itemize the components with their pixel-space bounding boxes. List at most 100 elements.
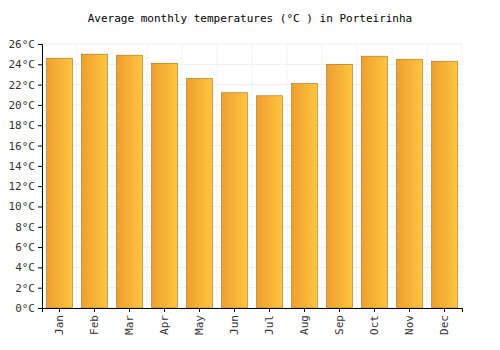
x-tick: Aug [298, 308, 311, 335]
x-tick-mark [304, 308, 305, 312]
bar [47, 58, 73, 308]
x-tick-mark [129, 308, 130, 312]
bar [222, 93, 248, 308]
grid-line-vertical [77, 44, 78, 308]
bar [397, 59, 423, 308]
bar [292, 84, 318, 308]
x-tick-mark [164, 308, 165, 312]
x-tick-mark [199, 308, 200, 312]
grid-line-vertical [217, 44, 218, 308]
x-tick-label: May [193, 315, 206, 335]
y-tick: 26°C [9, 38, 43, 51]
x-tick: Mar [123, 308, 136, 335]
y-tick-mark [38, 288, 42, 289]
y-tick: 14°C [9, 160, 43, 173]
y-tick-mark [38, 85, 42, 86]
x-tick-mark [339, 308, 340, 312]
grid-line-vertical [427, 44, 428, 308]
x-tick-label: Aug [298, 315, 311, 335]
x-tick: Apr [158, 308, 171, 335]
x-tick-mark [269, 308, 270, 312]
y-tick: 20°C [9, 99, 43, 112]
grid-line-vertical [252, 44, 253, 308]
grid-line-vertical [287, 44, 288, 308]
bars [47, 54, 458, 308]
x-tick-label: Dec [438, 315, 451, 335]
x-tick-mark [444, 308, 445, 312]
x-tick-mark [374, 308, 375, 312]
grid-line-vertical [182, 44, 183, 308]
y-tick-mark [38, 206, 42, 207]
x-tick: Nov [403, 308, 416, 335]
y-tick-mark [38, 64, 42, 65]
grid-line-vertical [462, 44, 463, 308]
y-axis-line [38, 45, 43, 309]
x-axis: Jan Feb Mar Apr May Jun Jul Aug Sep Oct Nov Dec [43, 308, 463, 335]
grid [42, 44, 462, 308]
y-tick: 16°C [9, 140, 43, 153]
x-tick-label: Oct [368, 315, 381, 335]
plot: 0°C 2°C 4°C 6°C 8°C 10°C 12°C 14°C 16°C 18°C 20°C 2… [9, 38, 463, 335]
y-tick: 10°C [9, 200, 43, 213]
y-tick: 22°C [9, 79, 43, 92]
bar [257, 96, 283, 308]
y-tick-mark [38, 44, 42, 45]
x-tick-label: Jan [53, 315, 66, 335]
x-tick-mark [94, 308, 95, 312]
y-tick: 2°C [15, 282, 42, 295]
y-tick-mark [38, 146, 42, 147]
y-tick-mark [38, 125, 42, 126]
chart: 0°C 2°C 4°C 6°C 8°C 10°C 12°C 14°C 16°C 18°C 20°C 2… [0, 0, 500, 350]
y-tick: 8°C [15, 221, 42, 234]
y-tick-mark [38, 308, 42, 309]
y-tick-label: 18°C [9, 119, 36, 132]
y-tick-mark [38, 247, 42, 248]
y-tick: 6°C [15, 241, 42, 254]
x-tick: Dec [438, 308, 451, 335]
y-tick: 18°C [9, 119, 43, 132]
x-tick-label: Apr [158, 315, 171, 335]
x-tick-mark [59, 308, 60, 312]
bar [362, 56, 388, 308]
x-tick: Sep [333, 308, 346, 335]
y-tick-label: 26°C [9, 38, 36, 51]
x-tick: Jun [228, 308, 241, 335]
x-tick-label: Jun [228, 315, 241, 335]
grid-line-vertical [392, 44, 393, 308]
x-tick-label: Nov [403, 315, 416, 335]
bar [327, 64, 353, 308]
y-tick-label: 8°C [15, 221, 35, 234]
x-tick-label: Jul [263, 315, 276, 335]
x-tick: Feb [88, 308, 101, 335]
bar [187, 79, 213, 308]
x-tick: May [193, 308, 206, 335]
y-tick-label: 2°C [15, 282, 35, 295]
y-tick: 12°C [9, 180, 43, 193]
y-tick-label: 24°C [9, 58, 36, 71]
y-tick-label: 0°C [15, 302, 35, 315]
y-tick-label: 14°C [9, 160, 36, 173]
y-tick-mark [38, 186, 42, 187]
title: Average monthly temperatures (°C ) in Po… [88, 12, 413, 25]
y-tick-label: 6°C [15, 241, 35, 254]
x-tick-label: Mar [123, 315, 136, 335]
y-tick-mark [38, 267, 42, 268]
y-tick-label: 4°C [15, 261, 35, 274]
grid-line-vertical [147, 44, 148, 308]
x-axis-line [43, 309, 463, 313]
grid-line-vertical [357, 44, 358, 308]
bar [152, 63, 178, 308]
bar [117, 55, 143, 308]
y-tick-label: 22°C [9, 79, 36, 92]
y-tick-label: 20°C [9, 99, 36, 112]
grid-line-vertical [112, 44, 113, 308]
y-tick: 24°C [9, 58, 43, 71]
x-tick-label: Sep [333, 315, 346, 335]
y-tick: 0°C [15, 302, 42, 315]
x-tick: Oct [368, 308, 381, 335]
y-tick-mark [38, 105, 42, 106]
x-tick-mark [234, 308, 235, 312]
x-tick-label: Feb [88, 315, 101, 335]
x-tick-mark [409, 308, 410, 312]
y-tick-label: 12°C [9, 180, 36, 193]
